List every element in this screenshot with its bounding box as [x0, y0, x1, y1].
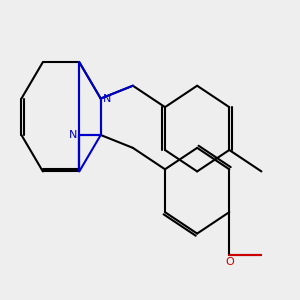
Text: O: O: [225, 257, 234, 267]
Text: N: N: [69, 130, 77, 140]
Text: N: N: [103, 94, 111, 103]
